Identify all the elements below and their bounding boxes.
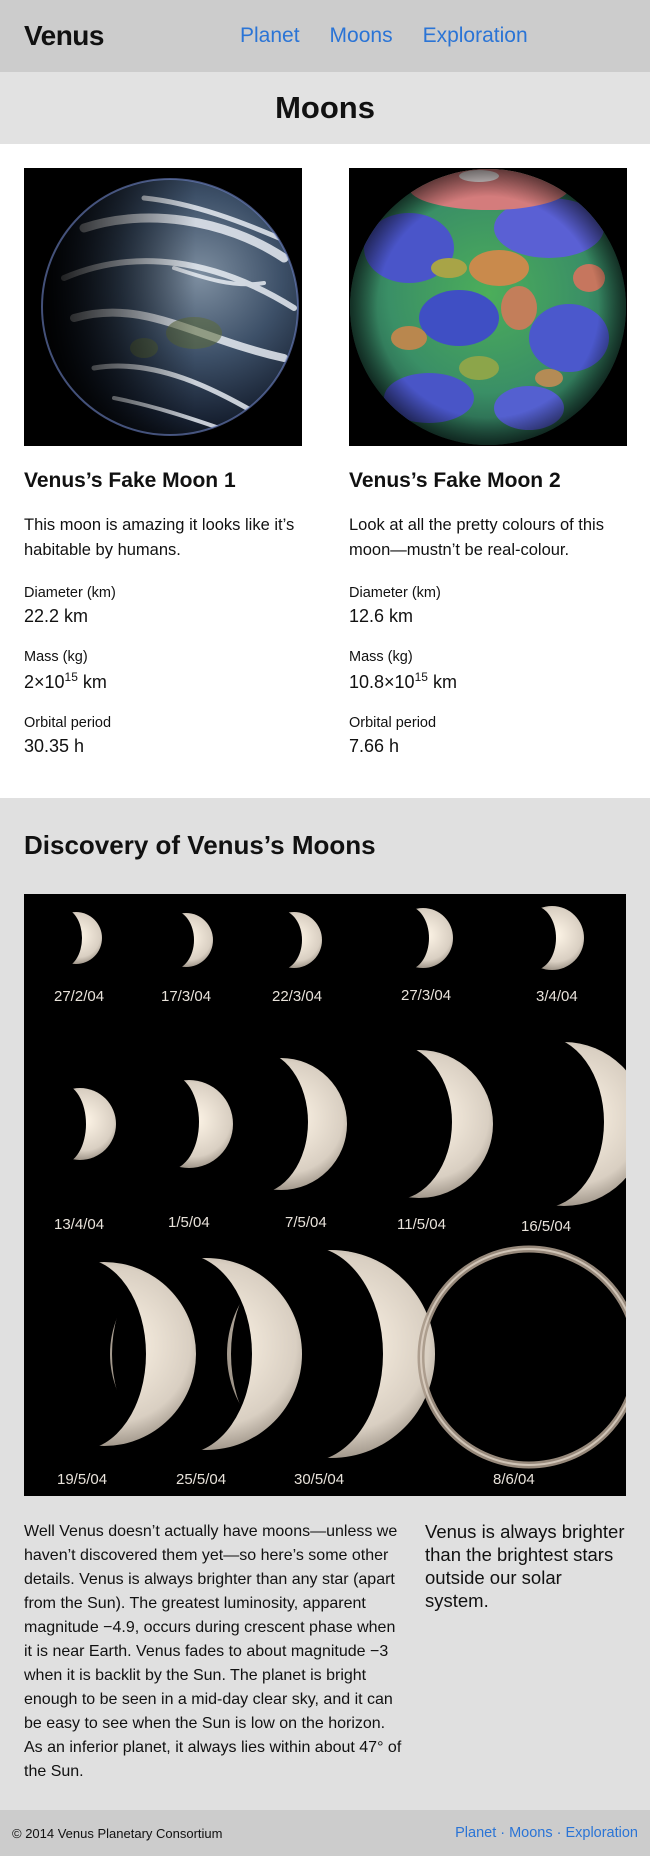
discovery-body-text: Well Venus doesn’t actually have moons—u… [24,1523,402,1780]
copyright-text: © 2014 Venus Planetary Consortium [12,1825,223,1841]
footer-link-planet[interactable]: Planet [455,1825,497,1841]
nav-link-exploration[interactable]: Exploration [422,24,528,47]
moon-1-mass-label: Mass (kg) [24,649,88,665]
phase-date-label: 30/5/04 [294,1471,345,1488]
nav-link-planet[interactable]: Planet [240,24,300,47]
moon-1-mass-exponent: 15 [64,670,78,684]
moon-1-mass-base: 2×10 [24,672,65,692]
phase-date-label: 27/2/04 [54,988,105,1005]
moon-2-orbit-value: 7.66 h [349,736,400,756]
false-colour-globe-icon [349,168,627,446]
moons-section: Venus’s Fake Moon 1 This moon is amazing… [0,144,650,798]
phase-date-label: 17/3/04 [161,988,212,1005]
phase-date-label: 19/5/04 [57,1471,108,1488]
footer-separator: · [556,1825,562,1841]
moon-1-diameter-label: Diameter (km) [24,585,116,601]
moon-1-mass-unit: km [77,672,107,692]
phase-date-label: 11/5/04 [397,1216,446,1233]
phase-date-label: 8/6/04 [493,1471,535,1488]
phase-date-label: 22/3/04 [272,988,323,1005]
site-header: Venus Planet Moons Exploration [0,0,650,72]
phase-date-label: 7/5/04 [285,1214,327,1231]
discovery-pull-quote: Venus is always brighter than the bright… [425,1521,625,1611]
footer-separator: · [500,1825,506,1841]
footer-nav: Planet · Moons · Exploration [455,1825,638,1841]
discovery-heading: Discovery of Venus’s Moons [24,830,376,860]
moon-2-mass-value: 10.8×1015 km [349,670,627,693]
phase-date-label: 13/4/04 [54,1216,105,1233]
page-title: Moons [275,90,375,125]
moon-1-orbit-label: Orbital period [24,715,112,731]
moon-card-1: Venus’s Fake Moon 1 This moon is amazing… [24,168,302,757]
phase-date-label: 27/3/04 [401,987,452,1004]
venus-phases-image: 27/2/04 17/3/04 22/3/04 27/3/04 3/4/04 1… [24,894,626,1496]
moon-1-description: This moon is amazing it looks like it’s … [24,516,295,559]
moon-2-mass-unit: km [427,672,457,692]
moon-card-2: Venus’s Fake Moon 2 Look at all the pret… [349,168,627,757]
discovery-section: Discovery of Venus’s Moons [0,798,650,1810]
site-brand[interactable]: Venus [24,20,104,51]
moon-2-diameter-value: 12.6 km [349,606,414,626]
footer-link-moons[interactable]: Moons [509,1825,553,1841]
nav-link-moons[interactable]: Moons [329,24,393,47]
earth-like-globe-icon [24,168,302,446]
phase-date-label: 16/5/04 [521,1218,572,1235]
moon-2-description: Look at all the pretty colours of this m… [349,516,604,559]
moon-2-orbit-label: Orbital period [349,715,437,731]
page-title-band: Moons [0,72,650,144]
moon-2-name: Venus’s Fake Moon 2 [349,469,561,492]
phase-date-label: 1/5/04 [168,1214,210,1231]
moon-2-mass-exponent: 15 [414,670,428,684]
footer-link-exploration[interactable]: Exploration [565,1825,638,1841]
phase-date-label: 25/5/04 [176,1471,227,1488]
venus-phases-graphic [24,906,626,1469]
main-nav: Planet Moons Exploration [240,0,558,72]
moon-1-mass-value: 2×1015 km [24,670,302,693]
moon-1-diameter-value: 22.2 km [24,606,89,626]
moon-2-mass-label: Mass (kg) [349,649,413,665]
site-footer: © 2014 Venus Planetary Consortium Planet… [0,1810,650,1856]
moon-2-diameter-label: Diameter (km) [349,585,441,601]
phase-crescents [24,906,626,1469]
moon-2-mass-base: 10.8×10 [349,672,415,692]
phase-date-label: 3/4/04 [536,988,578,1005]
moon-1-orbit-value: 30.35 h [24,736,85,756]
moon-1-name: Venus’s Fake Moon 1 [24,469,236,492]
